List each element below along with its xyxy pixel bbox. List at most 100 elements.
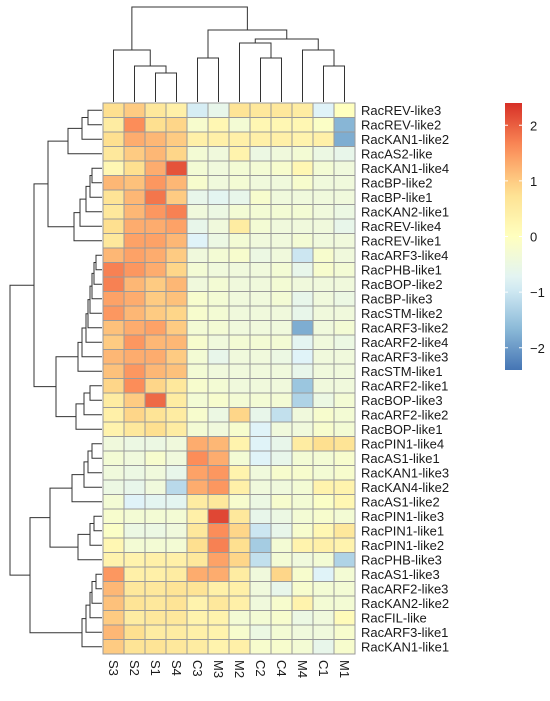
heatmap-cell: [249, 479, 272, 495]
heatmap-cell: [102, 305, 125, 321]
heatmap-cell: [291, 291, 314, 307]
heatmap-cell: [228, 479, 251, 495]
heatmap-cell: [291, 334, 314, 350]
heatmap-cell: [123, 479, 146, 495]
heatmap-cell: [102, 102, 125, 118]
row-dendrogram-link: [95, 573, 102, 590]
heatmap-cell: [249, 363, 272, 379]
column-dendrogram-link: [239, 42, 272, 102]
heatmap-cell: [102, 175, 125, 191]
heatmap-cell: [333, 508, 356, 524]
heatmap-cell: [207, 233, 230, 249]
heatmap-cell: [249, 189, 272, 205]
heatmap-cell: [312, 102, 335, 118]
heatmap-cell: [186, 581, 209, 597]
heatmap-cell: [102, 349, 125, 365]
heatmap-cell: [228, 189, 251, 205]
heatmap-cell: [123, 363, 146, 379]
row-label: RacARF3-like4: [361, 248, 448, 263]
row-labels: RacREV-like3RacREV-like2RacKAN1-like2Rac…: [361, 103, 449, 655]
heatmap-cell: [291, 204, 314, 220]
heatmap-cell: [249, 349, 272, 365]
heatmap-cell: [291, 508, 314, 524]
heatmap-cell: [291, 363, 314, 379]
heatmap-cell: [144, 407, 167, 423]
heatmap-cell: [144, 349, 167, 365]
heatmap-cell: [270, 276, 293, 292]
heatmap-cell: [333, 465, 356, 481]
heatmap-cell: [249, 465, 272, 481]
heatmap-cell: [312, 537, 335, 553]
row-label: RacAS1-like1: [361, 451, 440, 466]
heatmap-cell: [207, 349, 230, 365]
heatmap-cell: [291, 624, 314, 640]
heatmap-cell: [207, 320, 230, 336]
heatmap-cell: [144, 436, 167, 452]
heatmap-cell: [186, 146, 209, 162]
heatmap-cell: [144, 218, 167, 234]
column-dendrogram-link: [260, 57, 282, 102]
row-label: RacREV-like4: [361, 219, 441, 234]
heatmap-cell: [165, 247, 188, 263]
heatmap-cell: [249, 320, 272, 336]
heatmap-cell: [186, 566, 209, 582]
heatmap-cell: [228, 349, 251, 365]
heatmap-cell: [165, 566, 188, 582]
heatmap-cell: [291, 494, 314, 510]
heatmap-cell: [165, 262, 188, 278]
heatmap-cell: [228, 262, 251, 278]
heatmap-cell: [102, 537, 125, 553]
heatmap-cell: [207, 639, 230, 655]
column-dendrogram-link: [197, 57, 219, 102]
heatmap-cell: [102, 334, 125, 350]
heatmap-cell: [291, 320, 314, 336]
heatmap-cell: [270, 204, 293, 220]
heatmap-cell: [228, 117, 251, 133]
row-label: RacPHB-like1: [361, 262, 442, 277]
heatmap-cell: [207, 175, 230, 191]
row-label: RacBOP-like1: [361, 422, 443, 437]
heatmap-cell: [123, 233, 146, 249]
row-label: RacARF2-like1: [361, 378, 448, 393]
heatmap-cell: [312, 204, 335, 220]
heatmap-cell: [312, 523, 335, 539]
heatmap-cell: [144, 392, 167, 408]
heatmap-cell: [144, 189, 167, 205]
heatmap-cell: [102, 465, 125, 481]
heatmap-cell: [312, 378, 335, 394]
heatmap-cell: [333, 334, 356, 350]
column-dendrogram-link: [323, 65, 345, 102]
heatmap-cell: [270, 262, 293, 278]
heatmap-cell: [144, 291, 167, 307]
heatmap-cell: [291, 407, 314, 423]
heatmap-cell: [249, 291, 272, 307]
heatmap-cell: [102, 276, 125, 292]
heatmap-cell: [228, 218, 251, 234]
heatmap-cell: [249, 421, 272, 437]
heatmap-cell: [312, 639, 335, 655]
column-labels: S3 S2 S1 S4 C3 M3 M2 C2 C4 M4 C1 M1: [106, 660, 352, 678]
heatmap-cell: [249, 523, 272, 539]
heatmap-cell: [102, 218, 125, 234]
column-label: S2: [127, 660, 142, 676]
row-dendrogram-link: [9, 284, 34, 576]
row-label: RacPIN1-like1: [361, 523, 444, 538]
row-label: RacKAN2-like2: [361, 596, 449, 611]
heatmap-cell: [312, 262, 335, 278]
heatmap-cell: [291, 276, 314, 292]
heatmap-cell: [165, 276, 188, 292]
heatmap-cell: [291, 233, 314, 249]
row-dendrogram-link: [85, 185, 102, 213]
row-label: RacPIN1-like2: [361, 538, 444, 553]
column-dendrogram-link: [131, 6, 248, 50]
heatmap-cell: [333, 276, 356, 292]
heatmap-cell: [312, 175, 335, 191]
heatmap-cell: [291, 117, 314, 133]
heatmap-cell: [333, 291, 356, 307]
heatmap-cell: [249, 276, 272, 292]
heatmap-cell: [333, 421, 356, 437]
heatmap-cell: [144, 610, 167, 626]
heatmap-cell: [186, 160, 209, 176]
heatmap-cell: [312, 334, 335, 350]
heatmap-cell: [228, 247, 251, 263]
